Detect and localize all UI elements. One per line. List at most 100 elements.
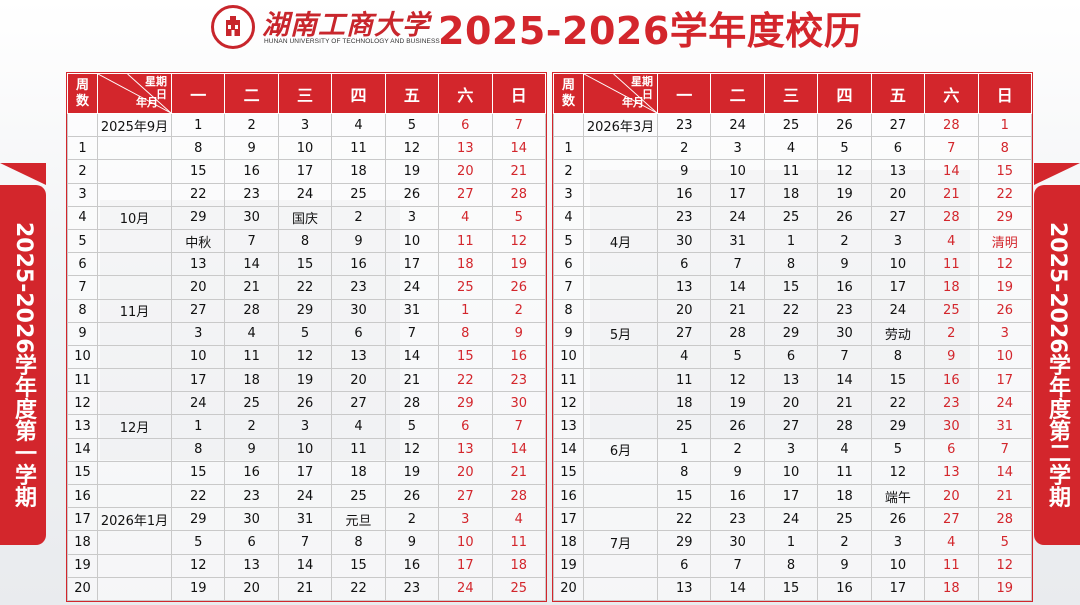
weekend-day-cell: 18 bbox=[924, 576, 979, 602]
week-number-cell: 19 bbox=[553, 553, 584, 578]
day-cell: 7 bbox=[384, 321, 440, 346]
day-cell: 23 bbox=[224, 182, 279, 207]
calendar-week-row: 6 6 7 8 9 10 11 12 bbox=[553, 252, 1033, 277]
calendar-week-row: 2026年3月 23 24 25 26 27 28 1 bbox=[553, 112, 1033, 138]
month-cell bbox=[97, 275, 172, 300]
weekend-day-cell: 22 bbox=[977, 182, 1033, 207]
weekend-day-cell: 18 bbox=[438, 252, 493, 277]
day-cell: 23 bbox=[817, 298, 872, 323]
weekend-day-cell: 15 bbox=[977, 159, 1033, 184]
semester-1-calendar: 周数 星期日 年月 一 二 三 四 五 六 日 2025年9月 1 2 3 4 5 6 7 1 8… bbox=[66, 72, 547, 602]
weekend-day-cell: 2 bbox=[491, 298, 547, 323]
weekend-day-cell: 26 bbox=[977, 298, 1033, 323]
calendar-table: 周数 星期日 年月 一 二 三 四 五 六 日 2026年3月 23 24 25 26 2… bbox=[553, 73, 1033, 602]
month-cell bbox=[583, 298, 658, 323]
weekend-day-cell: 13 bbox=[438, 136, 493, 161]
day-cell: 16 bbox=[224, 159, 279, 184]
calendar-week-row: 12 18 19 20 21 22 23 24 bbox=[553, 391, 1033, 416]
day-cell: 6 bbox=[331, 321, 386, 346]
calendar-week-row: 7 13 14 15 16 17 18 19 bbox=[553, 275, 1033, 300]
day-cell: 16 bbox=[331, 252, 386, 277]
month-cell: 5月 bbox=[583, 321, 658, 346]
weekend-day-cell: 12 bbox=[977, 252, 1033, 277]
weekend-day-cell: 28 bbox=[491, 483, 547, 509]
day-cell: 29 bbox=[277, 298, 333, 323]
day-cell: 26 bbox=[870, 507, 926, 532]
weekend-day-cell: 28 bbox=[491, 182, 547, 207]
weekend-day-cell: 14 bbox=[977, 460, 1033, 486]
day-cell: 8 bbox=[870, 344, 926, 370]
day-cell: 18 bbox=[224, 368, 279, 393]
weekend-day-cell: 5 bbox=[977, 530, 1033, 555]
month-cell bbox=[583, 205, 658, 230]
day-cell: 4 bbox=[331, 112, 386, 138]
day-cell: 中秋 bbox=[170, 228, 226, 254]
day-cell: 30 bbox=[817, 321, 872, 346]
semester-2-banner: 2025-2026学年度第二学期 bbox=[1034, 185, 1080, 545]
weekend-day-cell: 10 bbox=[438, 530, 493, 555]
weekend-day-cell: 5 bbox=[491, 205, 547, 230]
month-cell bbox=[583, 576, 658, 602]
day-cell: 8 bbox=[170, 136, 226, 161]
day-cell: 9 bbox=[710, 460, 765, 486]
day-cell: 25 bbox=[817, 507, 872, 532]
day-cell: 29 bbox=[763, 321, 819, 346]
day-cell: 2 bbox=[224, 112, 279, 138]
day-cell: 16 bbox=[224, 460, 279, 486]
calendar-week-row: 17 2026年1月 29 30 31 元旦 2 3 4 bbox=[67, 507, 547, 532]
day-cell: 11 bbox=[763, 159, 819, 184]
weekend-day-cell: 10 bbox=[977, 344, 1033, 370]
day-cell: 7 bbox=[710, 553, 765, 578]
week-number-cell: 13 bbox=[553, 414, 584, 439]
day-cell: 17 bbox=[277, 460, 333, 486]
week-number-cell: 11 bbox=[67, 368, 98, 393]
weekend-day-cell: 17 bbox=[438, 553, 493, 578]
day-cell: 12 bbox=[710, 368, 765, 393]
day-cell: 元旦 bbox=[331, 507, 386, 532]
day-cell: 22 bbox=[656, 507, 712, 532]
year-month-label: 年月 bbox=[622, 96, 644, 109]
week-number-cell: 3 bbox=[67, 182, 98, 207]
day-cell: 8 bbox=[656, 460, 712, 486]
week-number-cell: 3 bbox=[553, 182, 584, 207]
month-cell bbox=[583, 507, 658, 532]
day-cell: 22 bbox=[170, 182, 226, 207]
weekend-day-cell: 15 bbox=[438, 344, 493, 370]
day-cell: 6 bbox=[656, 252, 712, 277]
month-cell bbox=[97, 252, 172, 277]
month-cell bbox=[583, 252, 658, 277]
day-cell: 18 bbox=[331, 460, 386, 486]
day-cell: 15 bbox=[331, 553, 386, 578]
month-cell bbox=[97, 483, 172, 509]
day-cell: 1 bbox=[170, 112, 226, 138]
day-cell: 7 bbox=[224, 228, 279, 254]
calendar-week-row: 18 7月 29 30 1 2 3 4 5 bbox=[553, 530, 1033, 555]
weekend-day-cell: 28 bbox=[977, 507, 1033, 532]
day-cell: 18 bbox=[763, 182, 819, 207]
week-number-cell: 18 bbox=[553, 530, 584, 555]
weekend-day-cell: 24 bbox=[977, 391, 1033, 416]
day-cell: 26 bbox=[384, 483, 440, 509]
day-cell: 2 bbox=[384, 507, 440, 532]
day-cell: 14 bbox=[710, 275, 765, 300]
calendar-week-row: 5 4月 30 31 1 2 3 4 清明 bbox=[553, 228, 1033, 254]
calendar-week-row: 13 12月 1 2 3 4 5 6 7 bbox=[67, 414, 547, 439]
corner-header: 星期日 年月 bbox=[97, 73, 172, 114]
day-cell: 国庆 bbox=[277, 205, 333, 230]
weekend-day-cell: 6 bbox=[924, 437, 979, 462]
day-cell: 23 bbox=[331, 275, 386, 300]
weekday-header: 二 bbox=[710, 73, 765, 114]
calendar-week-row: 4 23 24 25 26 27 28 29 bbox=[553, 205, 1033, 230]
day-cell: 19 bbox=[710, 391, 765, 416]
day-cell: 4 bbox=[331, 414, 386, 439]
weekend-day-cell: 8 bbox=[977, 136, 1033, 161]
week-number-cell: 5 bbox=[67, 228, 98, 254]
month-cell bbox=[583, 136, 658, 161]
day-cell: 22 bbox=[763, 298, 819, 323]
week-number-cell: 13 bbox=[67, 414, 98, 439]
day-cell: 3 bbox=[277, 112, 333, 138]
day-label: 日 bbox=[156, 88, 167, 101]
day-cell: 24 bbox=[710, 112, 765, 138]
day-cell: 27 bbox=[656, 321, 712, 346]
